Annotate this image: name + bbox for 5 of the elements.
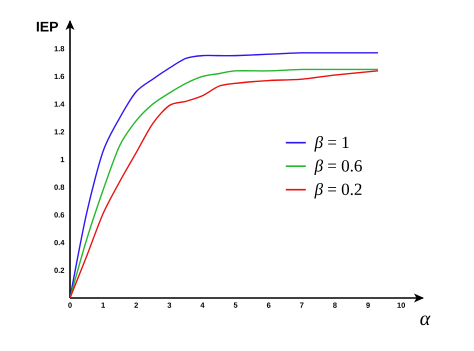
y-axis-title: IEP bbox=[36, 22, 58, 32]
legend-label: β = 0.6 bbox=[314, 159, 362, 176]
x-axis-title: α bbox=[420, 316, 431, 326]
legend-label: β = 0.2 bbox=[314, 182, 362, 199]
legend-label: β = 1 bbox=[314, 136, 349, 152]
